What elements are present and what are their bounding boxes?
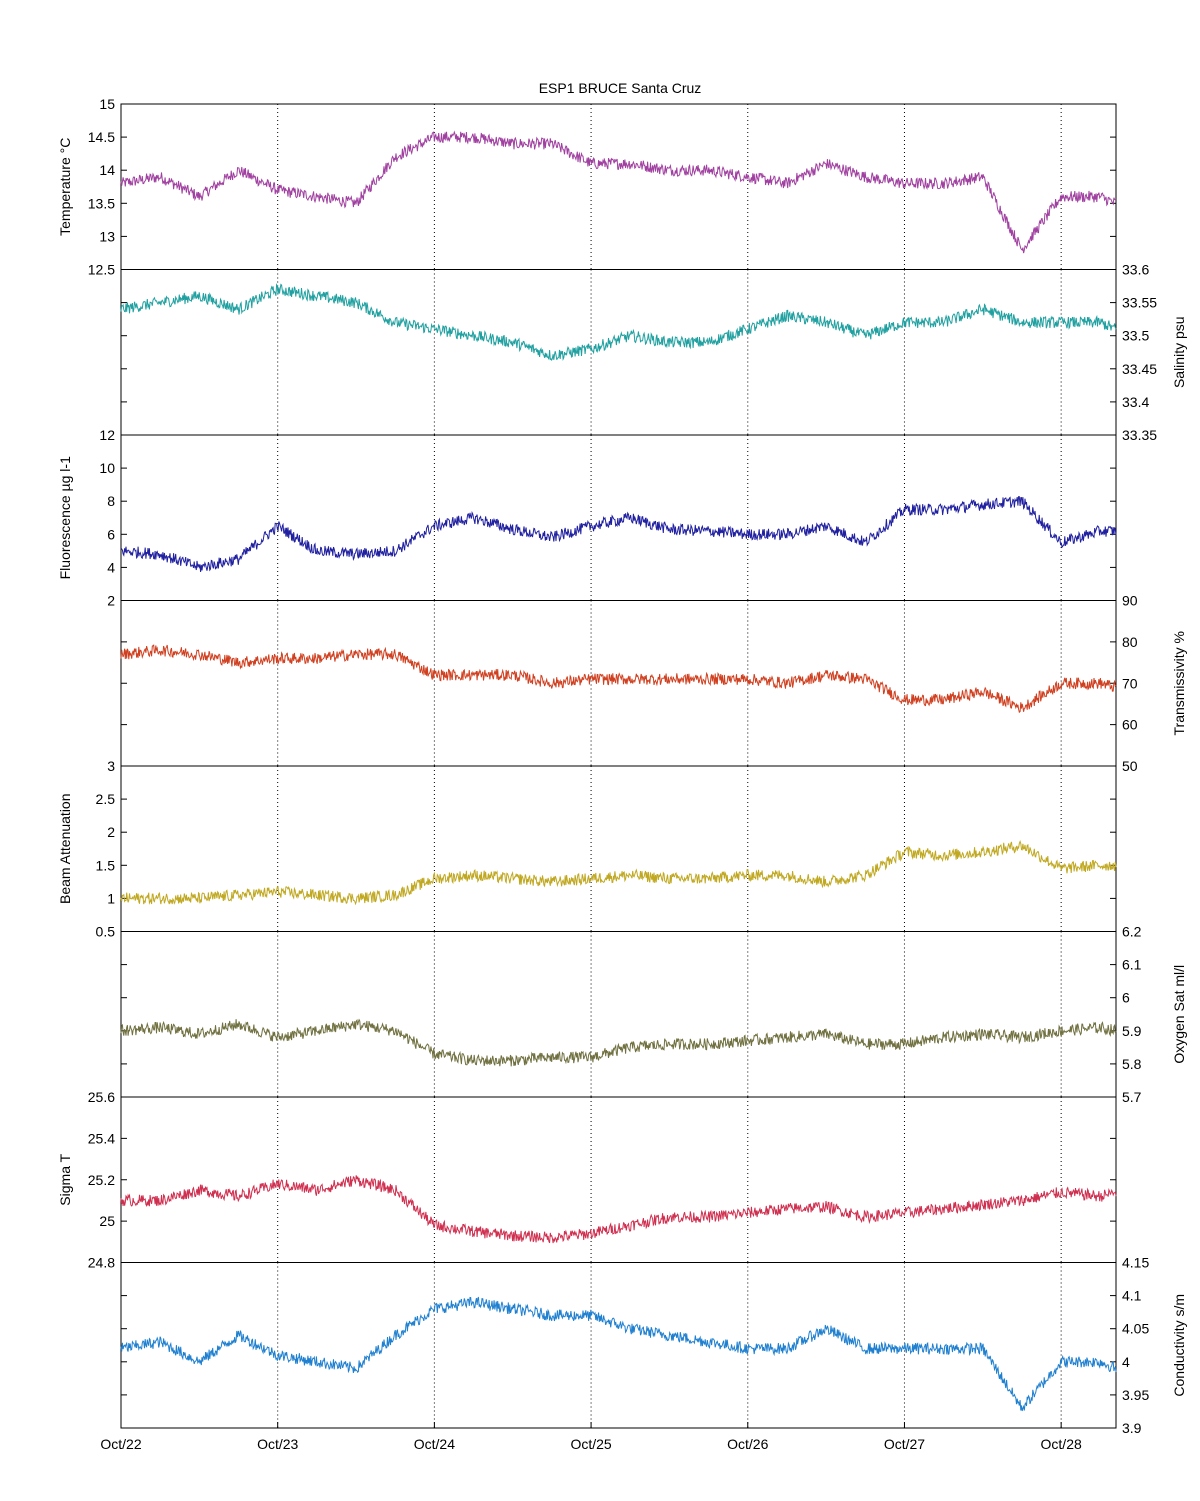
- y-axis-label: Temperature °C: [57, 138, 73, 236]
- y-tick-label: 33.55: [1122, 295, 1157, 311]
- y-tick-label: 3.95: [1122, 1387, 1149, 1403]
- x-tick-label: Oct/26: [727, 1436, 768, 1452]
- y-tick-label: 5.8: [1122, 1056, 1142, 1072]
- y-axis-label: Conductivity s/m: [1171, 1294, 1187, 1397]
- series-line: [120, 1018, 1117, 1067]
- y-tick-label: 6: [107, 526, 115, 542]
- x-tick-label: Oct/27: [884, 1436, 925, 1452]
- panel-1: 12.5 13 13.5 14 14.5 15 Temperature °C: [57, 96, 1117, 278]
- x-tick-label: Oct/22: [100, 1436, 141, 1452]
- panel-frame: [120, 103, 1117, 270]
- y-axis-label: Sigma T: [57, 1153, 73, 1205]
- y-tick-label: 70: [1122, 675, 1138, 691]
- y-tick-label: 2: [107, 593, 115, 609]
- y-axis-label: Fluorescence µg l-1: [57, 456, 73, 579]
- y-tick-label: 15: [99, 96, 115, 112]
- y-tick-label: 1: [107, 890, 115, 906]
- panel-7: 24.8 25 25.2 25.4 25.6 Sigma T: [57, 1089, 1117, 1271]
- y-tick-label: 14: [99, 162, 115, 178]
- panel-8: 3.9 3.95 4 4.05 4.1 4.15 Conductivity s/m: [120, 1255, 1187, 1436]
- y-tick-label: 3: [107, 758, 115, 774]
- y-tick-label: 25.6: [88, 1089, 115, 1105]
- y-tick-label: 4: [1122, 1354, 1130, 1370]
- series-line: [120, 644, 1117, 714]
- y-tick-label: 0.5: [96, 924, 116, 940]
- x-axis: Oct/22 Oct/23 Oct/24 Oct/25 Oct/26 Oct/27 Oct/…: [100, 1422, 1082, 1452]
- x-tick-label: Oct/24: [414, 1436, 455, 1452]
- series-line: [120, 283, 1117, 362]
- panel-4: 50 60 70 80 90 Transmissivity %: [120, 593, 1187, 774]
- y-tick-label: 33.35: [1122, 427, 1157, 443]
- y-tick-label: 25.2: [88, 1172, 115, 1188]
- panel-2: 33.35 33.4 33.45 33.5 33.55 33.6 Salinity psu: [120, 262, 1187, 443]
- y-tick-label: 13: [99, 228, 115, 244]
- y-tick-label: 33.5: [1122, 328, 1149, 344]
- y-tick-label: 4.1: [1122, 1288, 1142, 1304]
- y-tick-label: 25.4: [88, 1130, 115, 1146]
- y-tick-label: 50: [1122, 758, 1138, 774]
- panel-frame: [120, 434, 1117, 601]
- series-line: [120, 840, 1117, 906]
- y-axis-label: Beam Attenuation: [57, 793, 73, 904]
- x-tick-label: Oct/23: [257, 1436, 298, 1452]
- y-tick-label: 80: [1122, 634, 1138, 650]
- y-tick-label: 5.9: [1122, 1023, 1142, 1039]
- panel-frame: [120, 931, 1117, 1098]
- panel-frame: [120, 1096, 1117, 1263]
- y-tick-label: 10: [99, 460, 115, 476]
- panel-frame: [120, 765, 1117, 932]
- y-tick-label: 24.8: [88, 1255, 115, 1271]
- panel-6: 5.7 5.8 5.9 6 6.1 6.2 Oxygen Sat ml/l: [120, 924, 1187, 1105]
- y-tick-label: 8: [107, 493, 115, 509]
- x-tick-label: Oct/25: [570, 1436, 611, 1452]
- y-tick-label: 25: [99, 1213, 115, 1229]
- y-tick-label: 5.7: [1122, 1089, 1142, 1105]
- series-line: [120, 496, 1117, 572]
- panel-5: 0.5 1 1.5 2 2.5 3 Beam Attenuation: [57, 758, 1117, 940]
- y-axis-label: Transmissivity %: [1171, 631, 1187, 736]
- y-tick-label: 33.45: [1122, 361, 1157, 377]
- y-tick-label: 14.5: [88, 129, 115, 145]
- y-tick-label: 12.5: [88, 262, 115, 278]
- y-tick-label: 6.2: [1122, 924, 1142, 940]
- chart-title: ESP1 BRUCE Santa Cruz: [539, 80, 702, 96]
- y-tick-label: 33.6: [1122, 262, 1149, 278]
- y-tick-label: 3.9: [1122, 1420, 1142, 1436]
- y-tick-label: 90: [1122, 593, 1138, 609]
- y-axis-label: Salinity psu: [1171, 316, 1187, 388]
- series-line: [120, 1296, 1117, 1412]
- y-tick-label: 4.05: [1122, 1321, 1149, 1337]
- y-tick-label: 13.5: [88, 195, 115, 211]
- y-tick-label: 12: [99, 427, 115, 443]
- panel-frame: [120, 1262, 1117, 1429]
- y-tick-label: 2: [107, 824, 115, 840]
- y-tick-label: 1.5: [96, 857, 116, 873]
- y-tick-label: 33.4: [1122, 394, 1149, 410]
- series-line: [120, 130, 1117, 254]
- panel-frame: [120, 600, 1117, 767]
- panel-3: 2 4 6 8 10 12 Fluorescence µg l-1: [57, 427, 1117, 609]
- y-tick-label: 60: [1122, 717, 1138, 733]
- x-tick-label: Oct/28: [1041, 1436, 1082, 1452]
- y-tick-label: 4: [107, 559, 115, 575]
- series-line: [120, 1175, 1117, 1244]
- y-tick-label: 6: [1122, 990, 1130, 1006]
- y-tick-label: 4.15: [1122, 1255, 1149, 1271]
- y-tick-label: 2.5: [96, 791, 116, 807]
- y-tick-label: 6.1: [1122, 957, 1142, 973]
- y-axis-label: Oxygen Sat ml/l: [1171, 965, 1187, 1064]
